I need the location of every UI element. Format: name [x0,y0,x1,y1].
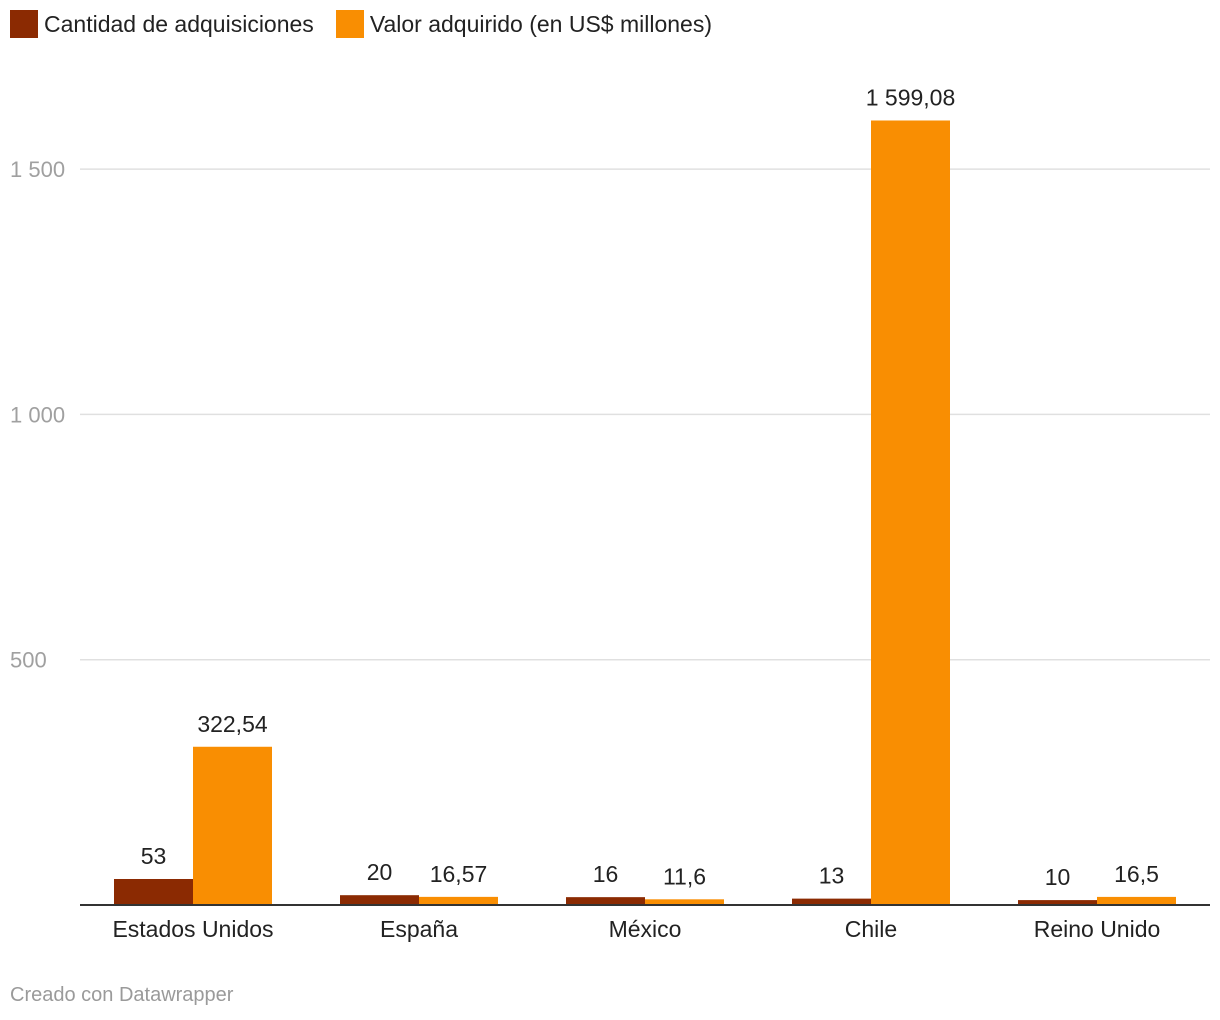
data-label-s0-3: 13 [819,863,845,889]
x-tick-label-4: Reino Unido [1034,916,1161,942]
x-tick-label-2: México [609,916,682,942]
data-label-s1-2: 11,6 [663,863,706,889]
data-label-s1-0: 322,54 [197,711,268,737]
legend-label-valor: Valor adquirido (en US$ millones) [369,10,712,37]
data-label-s0-1: 20 [367,859,393,885]
y-tick-label-1: 1 000 [10,402,65,427]
footer-credit: Creado con Datawrapper [10,984,234,1006]
data-label-s1-1: 16,57 [430,861,488,887]
bar-s0-4 [1018,900,1097,905]
bar-s1-2 [645,899,724,905]
bar-s0-2 [566,897,645,905]
bar-s0-0 [114,878,193,905]
data-label-s0-2: 16 [593,861,619,887]
data-label-s1-4: 16,5 [1114,861,1159,887]
chart-legend: Cantidad de adquisiciones Valor adquirid… [10,10,734,38]
legend-item-cantidad: Cantidad de adquisiciones [10,10,314,38]
bar-s1-3 [871,120,950,906]
legend-label-cantidad: Cantidad de adquisiciones [44,10,314,37]
bar-s0-3 [792,898,871,905]
bar-chart: 500 1 000 1 500 53 322,54 Estados Unidos 20 16,… [10,84,1210,942]
x-tick-label-3: Chile [845,916,897,942]
y-tick-label-0: 500 [10,648,47,673]
x-tick-label-1: España [380,916,458,942]
y-tick-label-2: 1 500 [10,157,65,182]
legend-item-valor: Valor adquirido (en US$ millones) [335,10,712,38]
bar-s1-0 [193,746,272,905]
data-label-s1-3: 1 599,08 [866,84,956,110]
bar-s0-1 [340,895,419,905]
data-label-s0-4: 10 [1045,864,1071,890]
data-label-s0-0: 53 [141,843,167,869]
x-tick-label-0: Estados Unidos [112,916,273,942]
bar-s1-1 [419,896,498,905]
legend-swatch-cantidad [10,10,38,38]
legend-swatch-valor [335,10,364,38]
bar-s1-4 [1097,896,1176,905]
